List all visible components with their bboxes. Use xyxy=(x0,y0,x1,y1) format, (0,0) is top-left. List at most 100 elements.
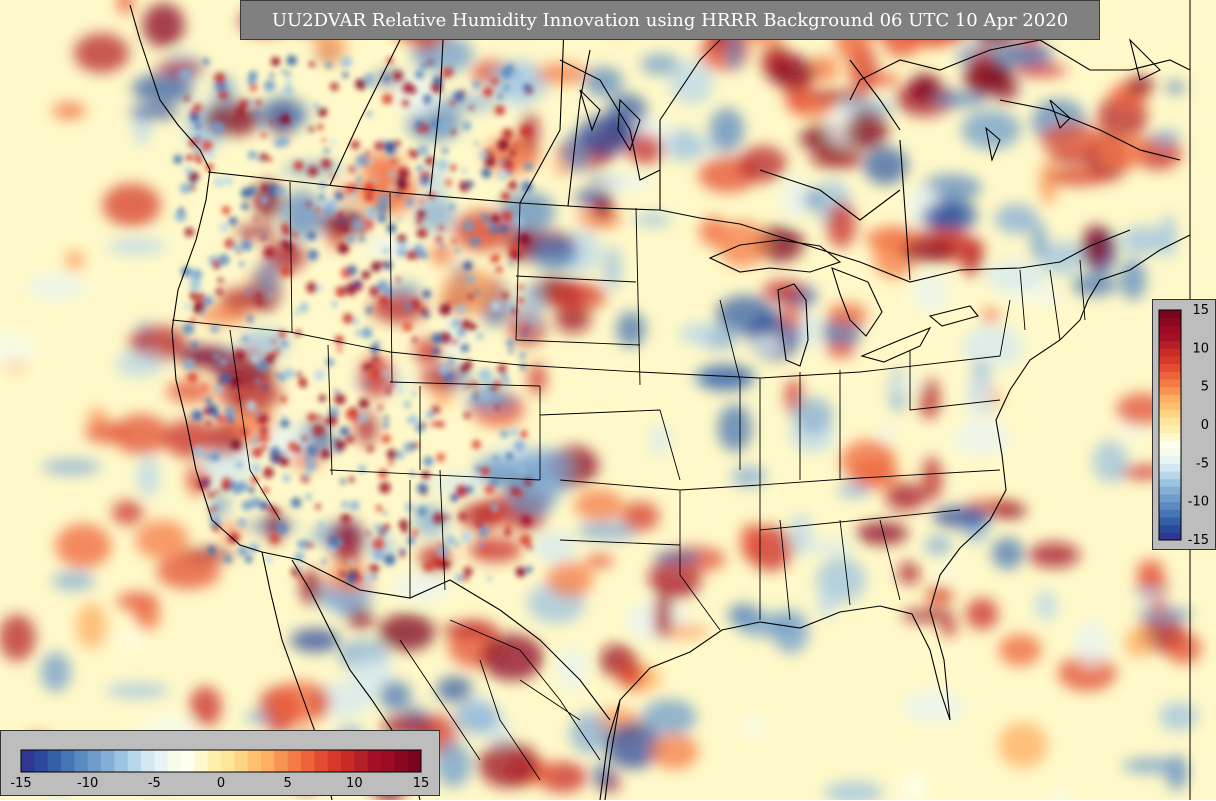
field-speckle xyxy=(262,384,268,390)
field-speckle xyxy=(295,371,302,378)
field-blob xyxy=(430,244,452,266)
field-speckle xyxy=(362,363,370,371)
colorbar-h-swatch xyxy=(274,750,289,772)
field-blob xyxy=(416,196,455,233)
field-speckle xyxy=(505,213,513,221)
colorbar-v-swatch xyxy=(1159,333,1181,342)
field-speckle xyxy=(414,69,425,80)
field-speckle xyxy=(306,445,318,457)
colorbar-h-swatch xyxy=(47,750,62,772)
field-blob xyxy=(481,634,544,681)
field-blob xyxy=(569,712,609,754)
field-blob xyxy=(994,203,1039,235)
field-speckle xyxy=(411,337,418,343)
field-speckle xyxy=(521,180,533,193)
field-speckle xyxy=(240,261,245,266)
colorbar-h-swatch xyxy=(407,750,422,772)
field-blob xyxy=(40,652,71,693)
field-speckle xyxy=(263,355,274,366)
field-speckle xyxy=(259,195,270,205)
field-speckle xyxy=(501,372,508,379)
field-blob xyxy=(855,521,909,545)
field-speckle xyxy=(505,64,515,73)
field-speckle xyxy=(507,261,513,267)
field-blob xyxy=(1165,632,1202,665)
field-speckle xyxy=(327,536,340,549)
field-speckle xyxy=(250,353,261,364)
field-blob xyxy=(113,414,170,455)
boundaries xyxy=(129,0,1191,800)
field-blob xyxy=(824,781,884,800)
colorbar-h-swatch xyxy=(127,750,142,772)
field-speckle xyxy=(449,100,456,106)
field-speckle xyxy=(497,170,508,181)
field-speckle xyxy=(316,285,323,292)
field-blob xyxy=(1071,274,1117,297)
field-speckle xyxy=(195,156,203,164)
field-speckle xyxy=(502,378,511,386)
field-speckle xyxy=(448,358,454,364)
field-blob xyxy=(1120,225,1168,256)
field-blob xyxy=(800,540,854,554)
field-speckle xyxy=(254,99,262,107)
field-speckle xyxy=(481,167,492,179)
field-speckle xyxy=(478,150,488,160)
field-speckle xyxy=(210,324,219,334)
field-blob xyxy=(281,190,323,239)
field-speckle xyxy=(437,420,445,428)
field-speckle xyxy=(347,559,354,566)
field-speckle xyxy=(195,123,201,129)
field-speckle xyxy=(409,149,420,159)
field-speckle xyxy=(341,500,349,508)
field-speckle xyxy=(508,339,515,346)
field-speckle xyxy=(350,140,360,150)
field-blob xyxy=(166,380,214,403)
field-speckle xyxy=(313,103,320,110)
field-blob xyxy=(918,378,941,420)
field-speckle xyxy=(404,441,415,453)
field-speckle xyxy=(475,465,481,471)
field-blob xyxy=(901,238,959,263)
field-blob xyxy=(131,73,194,104)
field-speckle xyxy=(239,427,249,437)
field-speckle xyxy=(276,348,281,353)
field-speckle xyxy=(420,307,428,315)
field-speckle xyxy=(469,105,474,110)
field-speckle xyxy=(346,265,358,276)
field-speckle xyxy=(329,173,334,178)
field-speckle xyxy=(281,414,287,419)
colorbar-h-swatch xyxy=(207,750,222,772)
field-speckle xyxy=(281,341,288,347)
field-speckle xyxy=(263,246,275,258)
field-speckle xyxy=(355,574,365,583)
field-blob xyxy=(528,362,547,395)
field-blob xyxy=(809,90,872,103)
field-speckle xyxy=(462,121,472,131)
field-blob xyxy=(245,711,269,724)
field-speckle xyxy=(339,426,350,437)
field-blob xyxy=(85,421,127,444)
field-speckle xyxy=(388,460,394,466)
field-speckle xyxy=(519,430,528,439)
colorbar-v-swatch xyxy=(1159,517,1181,526)
field-speckle xyxy=(245,289,252,296)
field-speckle xyxy=(358,398,370,409)
field-blob xyxy=(605,722,661,769)
field-speckle xyxy=(490,300,502,312)
field-blob xyxy=(792,397,834,434)
field-speckle xyxy=(432,512,444,524)
gulf-coast-line xyxy=(599,605,951,800)
field-speckle xyxy=(185,154,193,162)
field-speckle xyxy=(493,455,499,461)
field-speckle xyxy=(281,239,289,248)
field-speckle xyxy=(406,536,416,546)
field-speckle xyxy=(218,254,230,266)
colorbar-v-swatch xyxy=(1159,317,1181,326)
field-speckle xyxy=(294,445,302,453)
colorbar-h-swatch xyxy=(114,750,129,772)
field-blob xyxy=(477,741,540,788)
field-speckle xyxy=(221,205,231,215)
field-speckle xyxy=(396,241,409,253)
field-speckle xyxy=(253,216,259,222)
field-blob xyxy=(429,474,489,493)
